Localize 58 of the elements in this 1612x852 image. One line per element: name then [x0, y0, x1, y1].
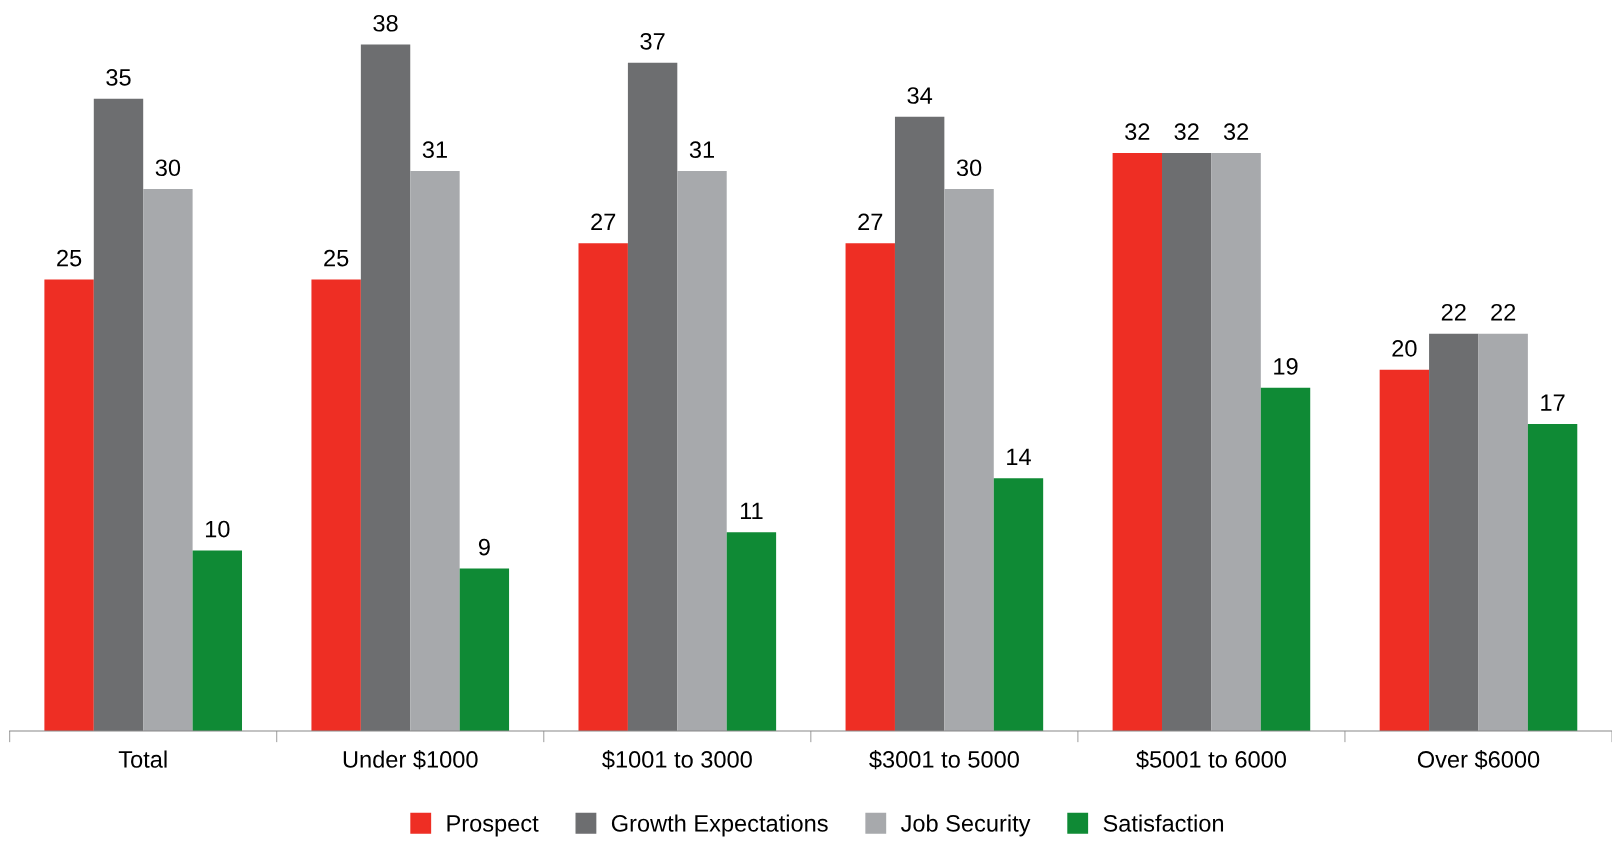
bar	[1478, 333, 1528, 732]
bar	[677, 171, 727, 732]
bar	[944, 189, 994, 732]
data-label: 14	[1007, 448, 1031, 465]
data-label: 30	[956, 159, 982, 177]
bar	[845, 243, 895, 732]
data-label: 34	[907, 87, 933, 104]
data-label: 11	[740, 502, 763, 520]
bar	[410, 171, 460, 732]
bar	[578, 243, 628, 732]
data-label: 17	[1541, 394, 1565, 411]
bar	[1527, 423, 1578, 732]
bar	[143, 189, 193, 732]
bar	[1112, 152, 1163, 732]
data-label: 25	[324, 249, 349, 267]
legend-label: Job Security	[900, 814, 1031, 837]
data-label: 27	[858, 213, 883, 231]
data-label: 20	[1392, 340, 1417, 357]
bar	[459, 568, 510, 732]
bar	[726, 532, 777, 732]
bar	[627, 62, 678, 732]
bar	[1162, 152, 1212, 732]
data-label: 25	[57, 249, 82, 267]
data-label: 38	[373, 14, 398, 32]
x-tick-label: $1001 to 3000	[602, 750, 752, 770]
bar	[894, 116, 945, 732]
x-tick-label: Under $1000	[343, 750, 478, 770]
data-label: 32	[1174, 123, 1199, 140]
bar	[360, 44, 411, 732]
data-label: 27	[591, 213, 616, 231]
data-label: 9	[478, 538, 490, 556]
data-label: 32	[1125, 123, 1150, 140]
bar	[1211, 152, 1261, 732]
bar	[93, 98, 144, 732]
bar	[192, 550, 243, 732]
data-label: 31	[422, 141, 447, 159]
legend-label: Growth Expectations	[611, 814, 828, 837]
data-label: 30	[155, 159, 181, 177]
data-label: 31	[689, 141, 714, 159]
data-label: 22	[1491, 303, 1516, 321]
x-tick-label: $5001 to 6000	[1136, 750, 1286, 770]
legend-label: Prospect	[447, 815, 539, 837]
bar	[44, 279, 94, 732]
bar	[1429, 333, 1479, 732]
legend-label: Satisfaction	[1103, 814, 1224, 832]
x-tick-label: $3001 to 5000	[869, 750, 1019, 770]
data-label: 10	[205, 520, 230, 538]
data-label: 22	[1441, 303, 1466, 321]
bar	[1379, 369, 1430, 732]
x-tick-label: Total	[118, 750, 167, 768]
bar	[1260, 387, 1311, 732]
bar	[311, 279, 361, 732]
data-label: 19	[1274, 358, 1298, 375]
data-label: 32	[1223, 123, 1249, 140]
data-label: 37	[640, 32, 665, 50]
data-label: 35	[106, 69, 131, 86]
x-tick-label: Over $6000	[1417, 750, 1540, 770]
bar	[993, 478, 1044, 732]
